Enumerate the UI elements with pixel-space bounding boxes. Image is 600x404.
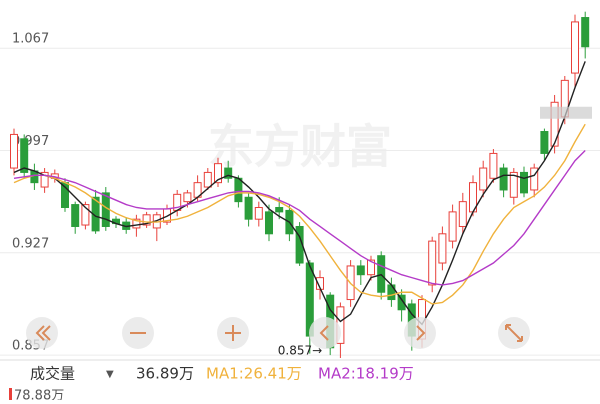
candle-body <box>132 218 141 229</box>
candle-body <box>530 167 539 191</box>
dropdown-arrow[interactable]: ▼ <box>106 369 114 380</box>
candle-body <box>448 211 457 242</box>
volume-value: 36.89万 <box>136 365 194 383</box>
icon <box>319 325 329 341</box>
candle-body <box>275 206 284 213</box>
candle-body <box>234 177 243 203</box>
candle-body <box>40 171 49 188</box>
candle-body <box>71 204 80 227</box>
candle-body <box>224 167 233 179</box>
candle-body <box>540 131 549 154</box>
candle-body <box>20 138 29 173</box>
candle-body <box>265 211 273 235</box>
icon <box>35 325 51 341</box>
candle-body <box>81 204 90 226</box>
candle-body <box>458 201 467 227</box>
ma-line <box>13 61 586 326</box>
low-annotation: 0.857→ <box>278 344 322 358</box>
y-tick-label: 1.067 <box>12 32 49 47</box>
toolbar <box>26 317 530 349</box>
candle-body <box>203 171 212 188</box>
ma-line <box>13 123 586 305</box>
candle-body <box>571 21 579 74</box>
volume-ma1: MA1:26.41万 <box>206 365 302 383</box>
icon <box>416 325 426 341</box>
candle-body <box>244 196 253 220</box>
y-tick-label: 0.927 <box>12 236 49 251</box>
volume-bar-edge <box>9 388 12 400</box>
candle-body <box>10 133 18 169</box>
candle-body <box>142 214 151 226</box>
candle-body <box>499 167 508 191</box>
candle-body <box>489 152 498 179</box>
candle-body <box>509 171 518 198</box>
icon <box>225 325 241 341</box>
volume-axis-max: 78.88万 <box>14 389 64 401</box>
price-marker <box>540 106 592 119</box>
candle-body <box>214 163 222 184</box>
candle-body <box>356 265 365 276</box>
candle-body <box>377 255 386 293</box>
candle-body <box>520 171 528 194</box>
candle-body <box>397 294 406 311</box>
candle-body <box>183 192 192 203</box>
ma-line <box>13 150 586 286</box>
candle-body <box>254 206 263 220</box>
candle-body <box>387 284 396 301</box>
candle-body <box>428 240 437 286</box>
next-button[interactable] <box>404 317 436 349</box>
candle-body <box>438 233 447 264</box>
candle-body <box>367 259 375 276</box>
candle-body <box>479 167 488 191</box>
candle-body <box>550 101 559 147</box>
icon <box>505 324 523 342</box>
volume-label[interactable]: 成交量 <box>30 365 75 383</box>
volume-ma2: MA2:18.19万 <box>318 365 414 383</box>
candle-body <box>581 17 590 48</box>
watermark: 东方财富 <box>208 120 392 174</box>
prev-button[interactable] <box>309 317 341 349</box>
